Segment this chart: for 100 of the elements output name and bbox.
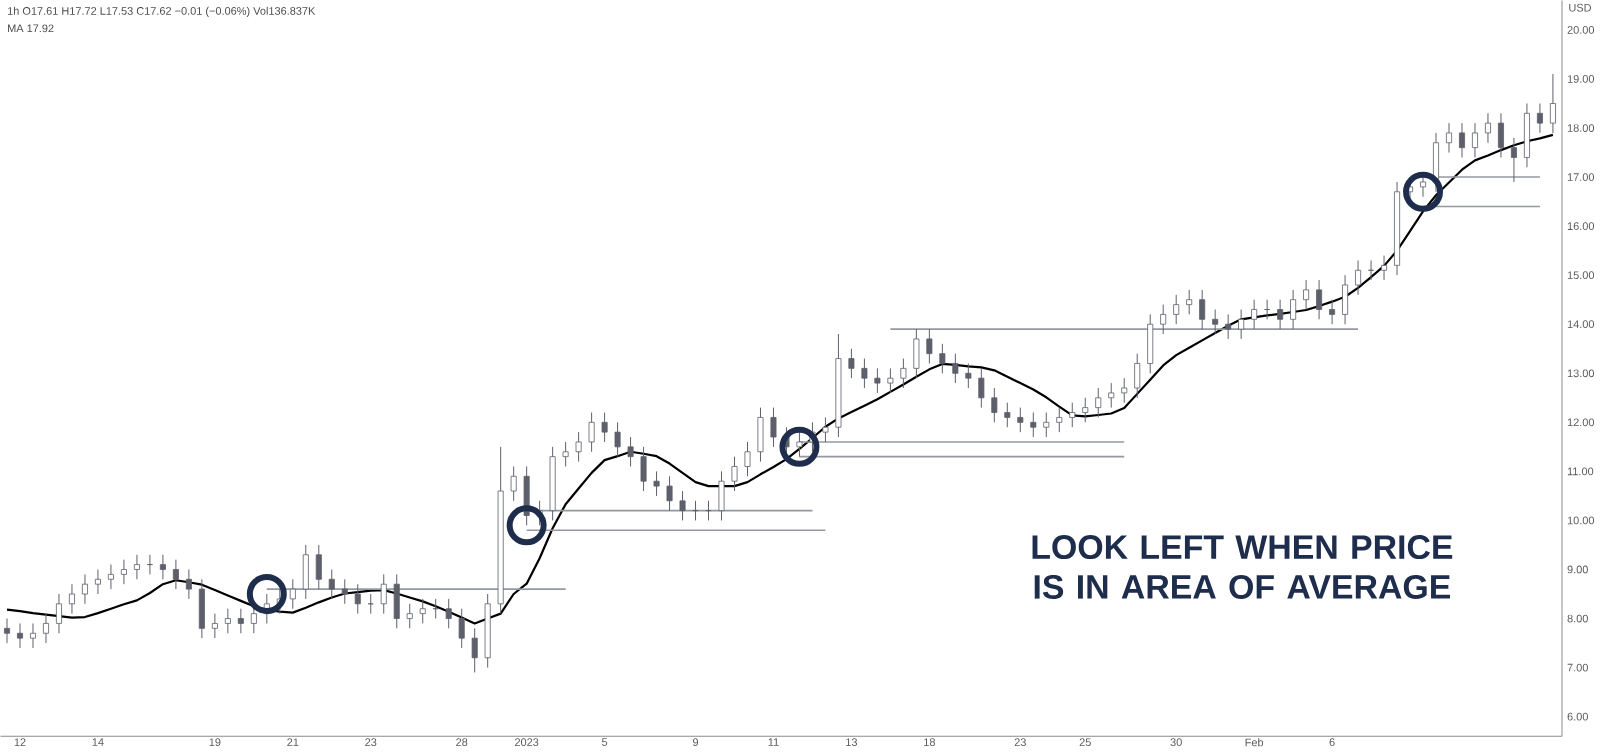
candlestick: [1212, 308, 1219, 335]
candlestick: [328, 568, 335, 600]
candlestick: [458, 608, 465, 649]
candlestick: [575, 431, 582, 462]
point: [506, 505, 547, 546]
candlestick: [81, 573, 88, 605]
candlestick: [965, 362, 972, 389]
candlestick: [666, 475, 673, 511]
candlestick: [627, 436, 634, 467]
candlestick: [1199, 289, 1206, 330]
candlestick: [978, 367, 985, 408]
candlestick: [796, 431, 803, 458]
candlestick: [744, 441, 751, 477]
candlestick: [601, 411, 608, 443]
candlestick: [1446, 122, 1452, 153]
candlestick: [120, 559, 127, 585]
candlestick: [133, 554, 140, 580]
candlestick: [289, 578, 296, 610]
candlestick: [1147, 313, 1154, 374]
candlestick: [68, 583, 75, 614]
candlestick: [653, 470, 660, 497]
candlestick: [445, 598, 452, 629]
candlestick: [1186, 289, 1193, 315]
candlestick: [1160, 303, 1167, 335]
candlestick: [211, 613, 218, 639]
candlestick: [17, 622, 23, 649]
candlestick: [380, 573, 387, 614]
candlestick: [1004, 402, 1011, 428]
point: [779, 426, 820, 467]
candlestick: [640, 446, 647, 492]
candlestick: [679, 490, 686, 521]
candlestick: [1484, 112, 1491, 144]
candlestick: [848, 348, 855, 379]
candlestick: [1329, 299, 1336, 325]
candlestick: [770, 406, 777, 448]
candlestick: [1173, 294, 1180, 325]
candlestick: [731, 456, 738, 492]
candlestick: [107, 563, 114, 590]
candlestick: [939, 343, 946, 374]
candlestick: [406, 603, 413, 629]
candlestick: [185, 568, 192, 600]
candlestick: [94, 568, 101, 595]
candlestick: [861, 357, 868, 389]
point: [246, 573, 287, 614]
annotation: LOOK LEFT WHEN PRICE IS IN AREA OF AVERAGE: [1032, 535, 1453, 599]
candlestick: [1238, 308, 1245, 340]
candlestick: [1277, 299, 1284, 330]
candlestick: [1095, 387, 1102, 418]
candlestick: [172, 559, 179, 590]
candlestick: [224, 608, 231, 634]
candlestick: [159, 554, 166, 580]
candlestick: [1082, 397, 1089, 423]
candlestick: [315, 544, 322, 590]
candlestick: [1303, 279, 1310, 310]
candlestick: [874, 367, 881, 394]
candlestick: [55, 593, 62, 634]
candlestick: [757, 406, 764, 462]
candlestick: [1316, 279, 1323, 320]
candlestick: [1134, 353, 1141, 399]
candlestick: [1251, 299, 1258, 330]
candlestick: [471, 627, 478, 673]
candlestick: [1471, 122, 1478, 158]
candlestick: [1342, 274, 1349, 325]
candlestick: [1056, 406, 1063, 433]
candlestick: [341, 578, 348, 605]
candlestick: [1536, 102, 1543, 134]
candlestick: [900, 357, 907, 389]
candlestick: [1108, 382, 1115, 408]
candlestick: [1510, 137, 1517, 183]
candlestick: [393, 573, 400, 629]
candlestick: [926, 328, 933, 364]
candlestick: [887, 367, 894, 394]
candlestick: [354, 583, 361, 614]
candlestick: [510, 465, 517, 502]
candlestick: [1043, 411, 1050, 438]
candlestick: [1458, 122, 1465, 158]
candlestick: [4, 617, 11, 644]
candlestick: [991, 387, 998, 423]
candlestick: [419, 598, 426, 624]
candlestick: [1121, 377, 1128, 404]
candlestick: [1497, 112, 1504, 158]
candlestick: [237, 608, 244, 634]
candlestick: [588, 411, 595, 453]
candlestick: [952, 353, 959, 384]
candlestick: [42, 613, 49, 644]
candlestick: [614, 421, 621, 458]
candlestick: [562, 441, 569, 467]
candlestick: [1381, 254, 1388, 281]
candlestick: [1030, 411, 1037, 438]
candlestick: [1069, 402, 1076, 428]
point: [1403, 171, 1444, 212]
candlestick: [1549, 73, 1556, 134]
candlestick: [1225, 313, 1232, 340]
candlestick: [302, 544, 309, 600]
candlestick: [1290, 289, 1297, 330]
candlestick: [718, 470, 725, 521]
candlestick: [30, 622, 36, 649]
candlestick: [822, 416, 829, 443]
candlestick: [1017, 406, 1024, 433]
candlestick: [1523, 102, 1530, 168]
